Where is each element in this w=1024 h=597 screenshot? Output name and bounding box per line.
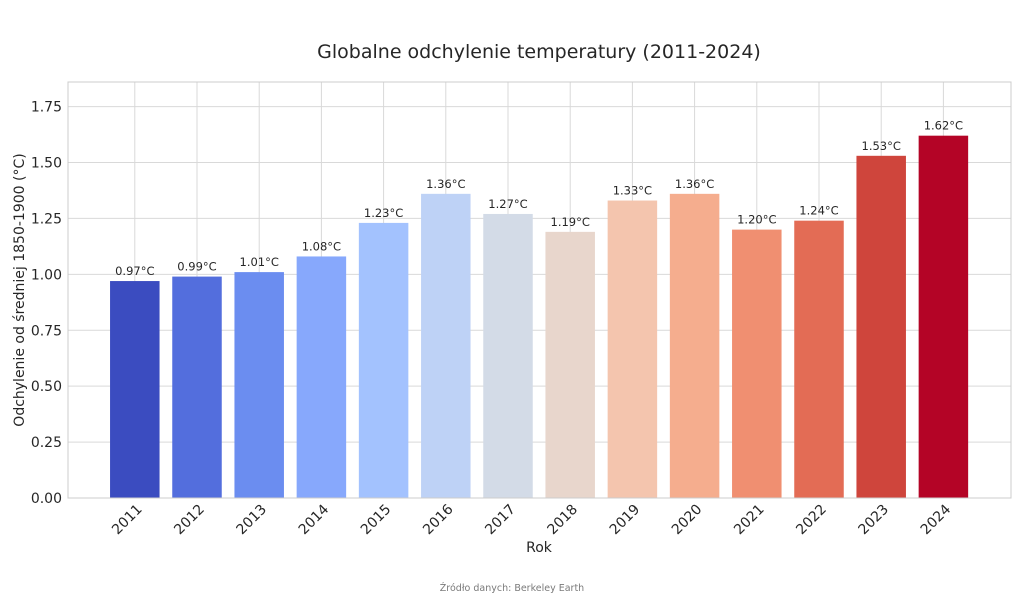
x-tick-label-2015: 2015 — [358, 502, 395, 539]
bar-2014 — [296, 256, 347, 498]
x-tick-label-2024: 2024 — [918, 501, 955, 538]
x-tick-label-2013: 2013 — [234, 502, 271, 539]
bar-2019 — [607, 200, 658, 498]
data-label-2015: 1.23°C — [364, 206, 403, 220]
bar-2017 — [483, 213, 533, 499]
x-tick-labels: 2011 2012 2013 2014 2015 2016 2017 2018 2019 2020… — [109, 501, 954, 538]
x-tick-label-2012: 2012 — [171, 502, 208, 539]
data-label-2011: 0.97°C — [115, 264, 154, 278]
data-label-2020: 1.36°C — [675, 177, 714, 191]
y-tick-label: 0.75 — [31, 323, 62, 339]
data-label-2018: 1.19°C — [551, 215, 590, 229]
x-tick-label-2016: 2016 — [420, 501, 457, 538]
data-label-2022: 1.24°C — [799, 204, 838, 218]
x-axis-label: Rok — [526, 540, 553, 556]
chart-title: Globalne odchylenie temperatury (2011-20… — [317, 41, 761, 63]
x-tick-label-2018: 2018 — [545, 502, 582, 539]
bar-2024 — [918, 135, 969, 498]
data-label-2021: 1.20°C — [737, 213, 776, 227]
x-tick-label-2011: 2011 — [109, 502, 146, 539]
bars — [110, 135, 969, 499]
data-label-2023: 1.53°C — [862, 139, 901, 153]
data-label-2016: 1.36°C — [426, 177, 465, 191]
bar-2011 — [110, 281, 160, 498]
data-label-2017: 1.27°C — [488, 197, 527, 211]
bar-2023 — [856, 155, 906, 498]
y-tick-label: 1.25 — [31, 211, 62, 227]
plot-frame — [67, 81, 1012, 499]
bar-2021 — [732, 229, 782, 498]
data-label-2013: 1.01°C — [240, 255, 279, 269]
x-tick-label-2017: 2017 — [482, 502, 519, 539]
y-tick-label: 1.75 — [31, 100, 62, 116]
bar-2013 — [234, 272, 284, 498]
y-tick-label: 1.50 — [31, 156, 62, 172]
y-tick-label: 1.00 — [31, 267, 62, 283]
bar-2020 — [669, 193, 720, 499]
bar-2018 — [545, 231, 595, 498]
y-tick-label: 0.00 — [31, 491, 62, 507]
data-label-2012: 0.99°C — [177, 260, 216, 274]
x-tick-label-2020: 2020 — [669, 502, 706, 539]
bar-2016 — [421, 193, 471, 499]
bar-2022 — [794, 220, 844, 498]
x-tick-label-2023: 2023 — [856, 502, 893, 539]
y-axis-label: Odchylenie od średniej 1850-1900 (°C) — [12, 153, 28, 426]
x-tick-label-2022: 2022 — [793, 502, 830, 539]
data-label-2019: 1.33°C — [613, 184, 652, 198]
source-note: Źródło danych: Berkeley Earth — [440, 582, 584, 594]
bar-2015 — [358, 222, 409, 498]
data-label-2024: 1.62°C — [924, 119, 963, 133]
bar-2012 — [172, 276, 222, 498]
x-tick-label-2019: 2019 — [607, 502, 644, 539]
data-label-2014: 1.08°C — [302, 239, 341, 253]
data-labels: 0.97°C 0.99°C 1.01°C 1.08°C 1.23°C 1.36°C 1.27… — [115, 119, 963, 278]
y-tick-label: 0.25 — [31, 435, 62, 451]
x-tick-label-2021: 2021 — [731, 502, 768, 539]
y-tick-label: 0.50 — [31, 379, 62, 395]
y-tick-labels: 0.00 0.25 0.50 0.75 1.00 1.25 1.50 1.75 — [31, 100, 62, 507]
x-tick-label-2014: 2014 — [296, 501, 333, 538]
